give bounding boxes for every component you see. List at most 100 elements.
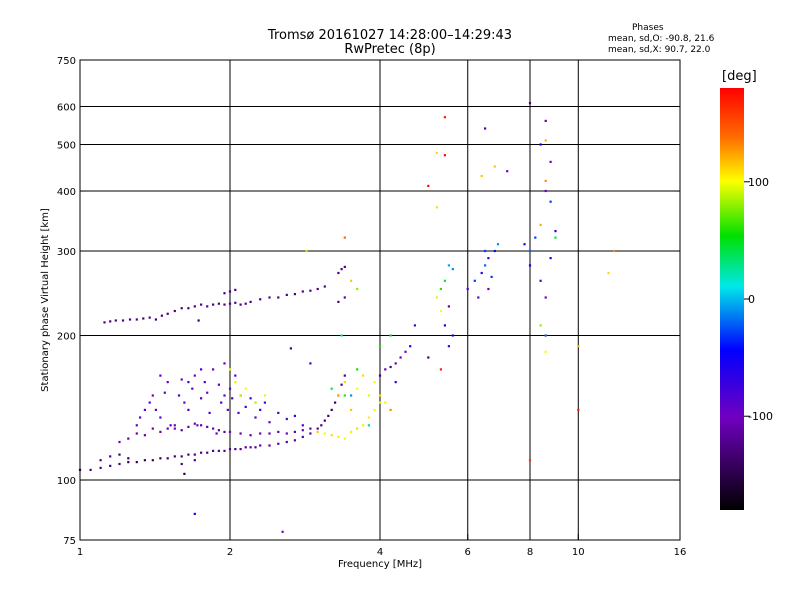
- data-point: [217, 449, 220, 452]
- data-point: [249, 300, 252, 303]
- data-point: [239, 394, 242, 397]
- data-point: [439, 368, 442, 371]
- data-point: [200, 424, 203, 427]
- data-point: [409, 345, 412, 348]
- data-point: [305, 249, 308, 253]
- data-point: [206, 305, 209, 308]
- data-point: [159, 374, 162, 377]
- data-point: [259, 408, 262, 411]
- data-point: [443, 116, 446, 119]
- data-point: [439, 309, 442, 313]
- data-point: [109, 320, 112, 323]
- data-point: [180, 378, 183, 381]
- data-point: [443, 324, 446, 327]
- data-point: [206, 451, 209, 454]
- data-point: [378, 345, 382, 348]
- data-point: [166, 427, 169, 430]
- data-point: [237, 411, 240, 414]
- data-point: [166, 312, 169, 315]
- data-point: [228, 387, 232, 390]
- data-point: [187, 453, 190, 456]
- y-tick-label: 500: [57, 141, 76, 152]
- data-point: [337, 300, 340, 303]
- data-point: [378, 394, 382, 397]
- data-point: [193, 422, 196, 425]
- data-point: [451, 334, 454, 337]
- data-point: [220, 401, 223, 404]
- data-point: [268, 296, 271, 299]
- colorbar-ticks: 100 0 -100: [744, 176, 773, 423]
- data-point: [223, 292, 226, 295]
- data-point: [180, 429, 183, 432]
- data-point: [389, 334, 392, 337]
- data-point: [384, 368, 387, 371]
- data-point: [340, 383, 343, 386]
- chart-title: Tromsø 20161027 14:28:00–14:29:43: [267, 28, 513, 43]
- data-point: [549, 257, 552, 260]
- data-point: [234, 374, 237, 377]
- data-point: [212, 427, 215, 430]
- data-point: [362, 424, 365, 427]
- data-point: [323, 432, 326, 435]
- data-point: [539, 143, 542, 146]
- data-point: [208, 411, 211, 414]
- data-point: [340, 268, 343, 271]
- data-point: [301, 435, 304, 438]
- data-point: [427, 356, 430, 359]
- data-point: [350, 430, 353, 433]
- data-point: [180, 455, 183, 458]
- data-point: [135, 461, 138, 464]
- data-point: [263, 394, 266, 397]
- data-point: [289, 347, 292, 350]
- data-point: [127, 461, 130, 464]
- data-point: [544, 334, 547, 337]
- data-point: [99, 466, 102, 469]
- data-point: [427, 184, 430, 187]
- data-point: [183, 401, 186, 404]
- data-point: [367, 394, 370, 397]
- data-point: [367, 424, 370, 427]
- data-point: [234, 448, 237, 451]
- data-point: [435, 206, 438, 209]
- colorbar-tick-label: 100: [748, 176, 769, 189]
- data-point: [343, 265, 346, 268]
- data-point: [228, 368, 232, 371]
- x-tick-label: 8: [527, 547, 533, 558]
- data-point: [293, 293, 296, 296]
- x-tick-label: 1: [77, 547, 83, 558]
- data-point: [206, 425, 209, 428]
- data-point: [103, 321, 106, 324]
- data-point: [160, 314, 163, 317]
- data-point: [528, 249, 532, 253]
- data-point: [330, 387, 333, 390]
- data-point: [539, 279, 542, 282]
- data-point: [114, 319, 117, 322]
- data-point: [217, 383, 220, 386]
- data-point: [528, 459, 532, 462]
- colorbar-tick-label: -100: [748, 410, 773, 423]
- chart-subtitle: RwPretec (8p): [344, 42, 436, 57]
- x-tick-label: 4: [377, 547, 383, 558]
- data-point: [490, 275, 493, 278]
- data-point: [539, 324, 542, 327]
- data-point: [142, 317, 145, 320]
- data-point: [277, 296, 280, 299]
- data-point: [451, 268, 454, 271]
- data-point: [118, 453, 121, 456]
- data-point: [323, 285, 326, 288]
- data-point: [187, 307, 190, 310]
- data-point: [200, 397, 203, 400]
- data-point: [607, 271, 610, 275]
- data-point: [200, 368, 203, 371]
- y-tick-label: 75: [63, 536, 76, 547]
- data-point: [234, 301, 237, 304]
- data-point: [373, 381, 376, 384]
- data-point: [554, 236, 557, 239]
- data-point: [544, 296, 547, 299]
- data-point: [447, 264, 450, 267]
- data-point: [239, 432, 242, 435]
- data-point: [285, 432, 288, 435]
- y-tick-label: 100: [57, 476, 76, 487]
- data-point: [277, 430, 280, 433]
- data-point: [244, 405, 247, 408]
